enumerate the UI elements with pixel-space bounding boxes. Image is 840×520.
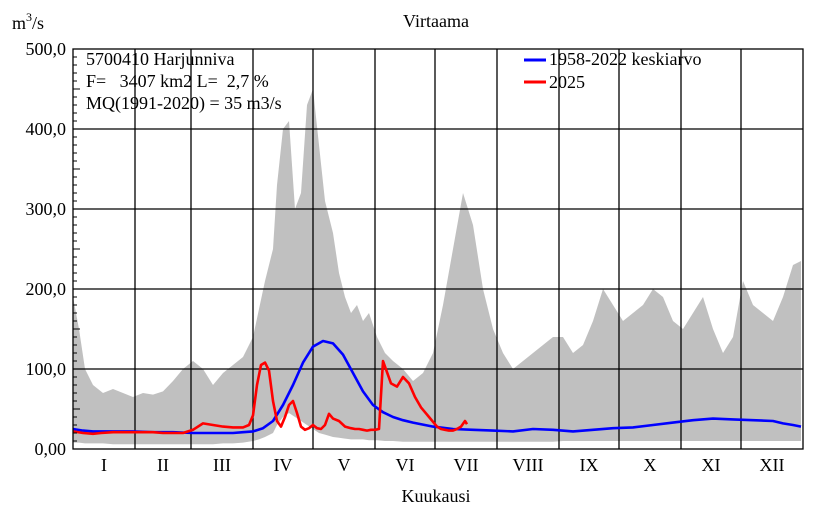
info-box: 5700410 Harjunniva F= 3407 km2 L= 2,7 % … — [86, 49, 282, 114]
x-tick-label: VI — [396, 455, 415, 475]
x-tick-label: I — [101, 455, 107, 475]
x-tick-label: III — [213, 455, 231, 475]
y-tick-label: 300,0 — [26, 199, 67, 219]
x-tick-label: VII — [454, 455, 479, 475]
x-tick-label: XII — [760, 455, 785, 475]
grid-layer — [73, 49, 803, 449]
x-tick-label: V — [338, 455, 351, 475]
legend-label-mean: 1958-2022 keskiarvo — [549, 49, 701, 69]
y-axis-label-tail: /s — [32, 13, 44, 33]
info-line-station: 5700410 Harjunniva — [86, 49, 234, 69]
x-tick-label: X — [644, 455, 657, 475]
y-tick-label: 400,0 — [26, 119, 67, 139]
x-tick-label: IV — [274, 455, 293, 475]
legend-label-current: 2025 — [549, 72, 585, 92]
y-axis-label-base: m — [12, 13, 26, 33]
y-axis-label-exponent: 3 — [26, 10, 32, 24]
legend: 1958-2022 keskiarvo 2025 — [524, 49, 701, 92]
y-tick-label: 200,0 — [26, 279, 67, 299]
y-tick-label: 0,00 — [35, 439, 67, 459]
y-tick-label: 500,0 — [26, 39, 67, 59]
range-band-layer — [73, 89, 801, 445]
series-line-mean — [72, 339, 802, 435]
chart-title: Virtaama — [403, 11, 469, 31]
x-tick-label: VIII — [513, 455, 544, 475]
series-layer — [72, 339, 802, 436]
x-tick-label: XI — [702, 455, 721, 475]
x-tick-label: II — [157, 455, 169, 475]
info-line-mq: MQ(1991-2020) = 35 m3/s — [86, 93, 282, 114]
range-band — [73, 89, 801, 445]
info-line-area: F= 3407 km2 L= 2,7 % — [86, 71, 269, 91]
series-line-2025 — [72, 359, 469, 436]
y-axis-label: m3/s — [12, 10, 44, 33]
x-tick-label: IX — [580, 455, 599, 475]
y-tick-label: 100,0 — [26, 359, 67, 379]
x-axis-label: Kuukausi — [402, 486, 471, 506]
